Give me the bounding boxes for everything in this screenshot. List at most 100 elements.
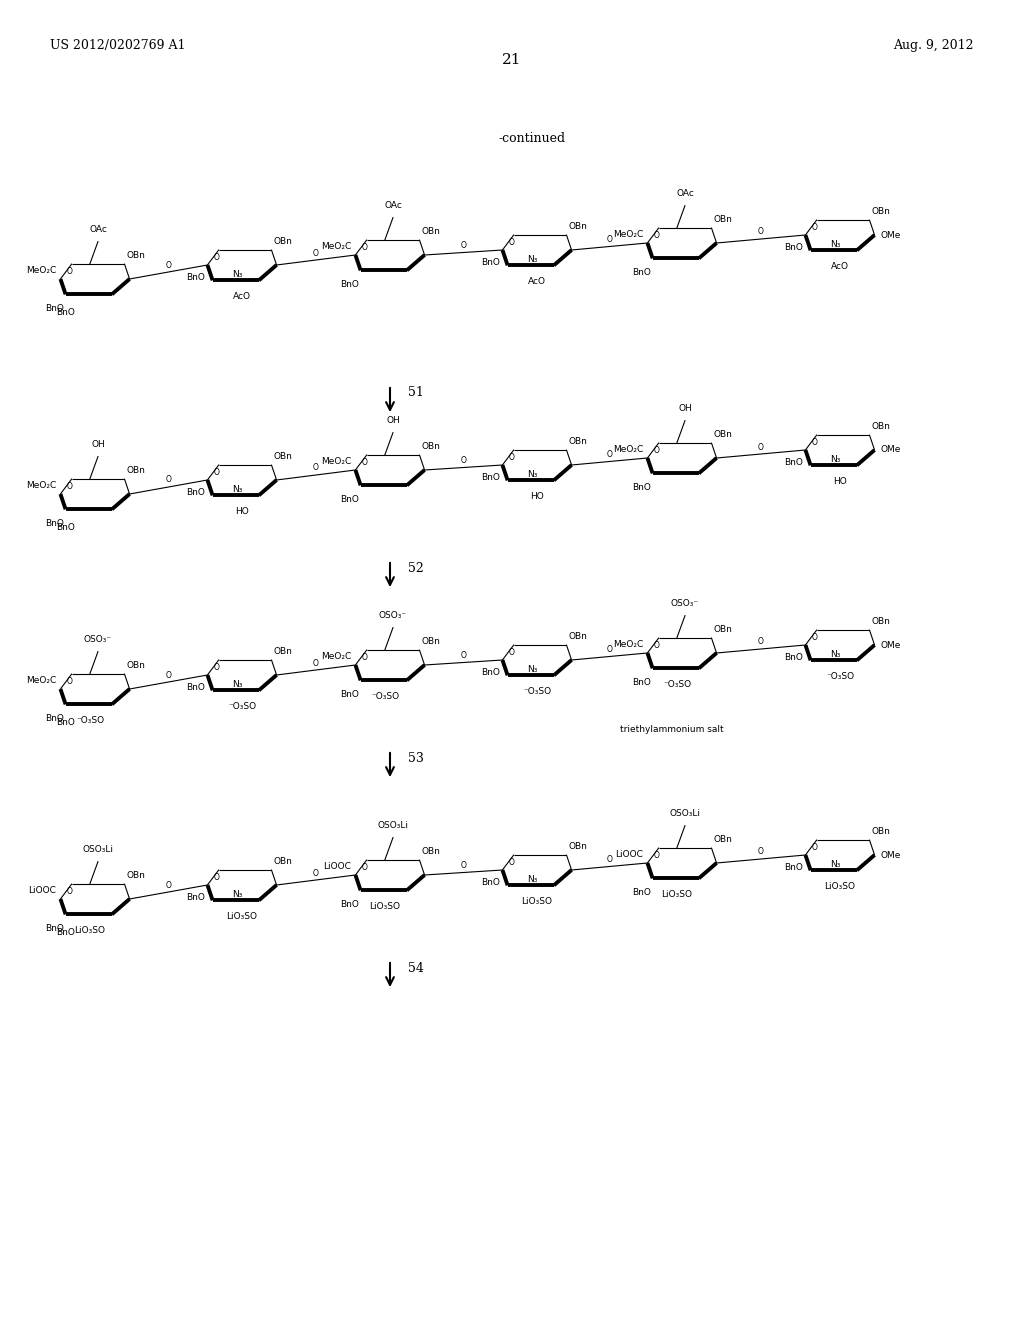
Text: AcO: AcO [528,277,546,286]
Text: OBn: OBn [422,227,440,236]
Text: MeO₂C: MeO₂C [613,445,643,454]
Text: N₃: N₃ [526,665,538,675]
Text: N₃: N₃ [231,680,243,689]
Text: O: O [758,442,764,451]
Text: OBn: OBn [714,624,732,634]
Text: ⁻O₃SO: ⁻O₃SO [228,702,256,711]
Text: O: O [606,235,612,244]
Text: OMe: OMe [881,850,901,859]
Text: O: O [213,467,219,477]
Text: OBn: OBn [273,451,292,461]
Text: O: O [461,861,467,870]
Text: O: O [461,242,467,249]
Text: N₃: N₃ [526,470,538,479]
Text: BnO: BnO [784,458,804,467]
Text: MeO₂C: MeO₂C [27,267,56,275]
Text: 21: 21 [502,53,522,67]
Text: OH: OH [91,440,104,449]
Text: O: O [361,458,368,467]
Text: BnO: BnO [45,714,63,723]
Text: OH: OH [386,416,399,425]
Text: OSO₃Li: OSO₃Li [378,821,409,830]
Text: OBn: OBn [126,660,145,669]
Text: LiO₃SO: LiO₃SO [662,891,692,899]
Text: N₃: N₃ [829,455,840,465]
Text: O: O [653,446,659,455]
Text: triethylammonium salt: triethylammonium salt [620,726,724,734]
Text: HO: HO [834,478,847,486]
Text: O: O [313,463,318,473]
Text: O: O [508,453,514,462]
Text: N₃: N₃ [231,486,243,494]
Text: O: O [811,632,817,642]
Text: MeO₂C: MeO₂C [27,480,56,490]
Text: N₃: N₃ [829,240,840,249]
Text: BnO: BnO [56,718,75,727]
Text: BnO: BnO [481,257,501,267]
Text: BnO: BnO [45,519,63,528]
Text: OBn: OBn [422,846,440,855]
Text: O: O [213,663,219,672]
Text: OSO₃⁻: OSO₃⁻ [84,635,112,644]
Text: O: O [758,638,764,647]
Text: OBn: OBn [273,647,292,656]
Text: MeO₂C: MeO₂C [27,676,56,685]
Text: OBn: OBn [568,222,587,231]
Text: O: O [67,267,72,276]
Text: O: O [758,227,764,236]
Text: BnO: BnO [45,924,63,933]
Text: N₃: N₃ [526,255,538,264]
Text: BnO: BnO [56,309,75,317]
Text: O: O [811,438,817,446]
Text: BnO: BnO [784,653,804,663]
Text: O: O [313,248,318,257]
Text: OBn: OBn [273,857,292,866]
Text: O: O [166,671,171,680]
Text: OMe: OMe [881,446,901,454]
Text: O: O [67,482,72,491]
Text: O: O [313,659,318,668]
Text: BnO: BnO [340,900,358,909]
Text: N₃: N₃ [231,890,243,899]
Text: O: O [67,887,72,896]
Text: BnO: BnO [632,483,650,492]
Text: O: O [313,869,318,878]
Text: OSO₃⁻: OSO₃⁻ [379,611,407,619]
Text: US 2012/0202769 A1: US 2012/0202769 A1 [50,38,185,51]
Text: OBn: OBn [422,636,440,645]
Text: LiO₃SO: LiO₃SO [521,898,553,907]
Text: BnO: BnO [632,888,650,898]
Text: O: O [758,847,764,857]
Text: ⁻O₃SO: ⁻O₃SO [826,672,854,681]
Text: BnO: BnO [784,243,804,252]
Text: OBn: OBn [568,437,587,446]
Text: MeO₂C: MeO₂C [322,652,351,661]
Text: OBn: OBn [126,871,145,879]
Text: BnO: BnO [481,668,501,677]
Text: OAc: OAc [676,189,694,198]
Text: BnO: BnO [632,678,650,688]
Text: LiO₃SO: LiO₃SO [75,927,105,936]
Text: O: O [606,450,612,459]
Text: BnO: BnO [340,280,358,289]
Text: O: O [606,645,612,653]
Text: OBn: OBn [871,826,890,836]
Text: O: O [67,677,72,686]
Text: 51: 51 [408,387,424,400]
Text: O: O [213,873,219,882]
Text: BnO: BnO [632,268,650,277]
Text: OSO₃⁻: OSO₃⁻ [671,599,699,607]
Text: O: O [166,475,171,484]
Text: OMe: OMe [881,231,901,239]
Text: N₃: N₃ [829,861,840,869]
Text: O: O [461,455,467,465]
Text: OBn: OBn [273,236,292,246]
Text: MeO₂C: MeO₂C [322,457,351,466]
Text: 52: 52 [408,561,424,574]
Text: ⁻O₃SO: ⁻O₃SO [663,680,691,689]
Text: OBn: OBn [714,429,732,438]
Text: OBn: OBn [126,251,145,260]
Text: BnO: BnO [186,488,206,498]
Text: LiOOC: LiOOC [324,862,351,871]
Text: N₃: N₃ [526,875,538,884]
